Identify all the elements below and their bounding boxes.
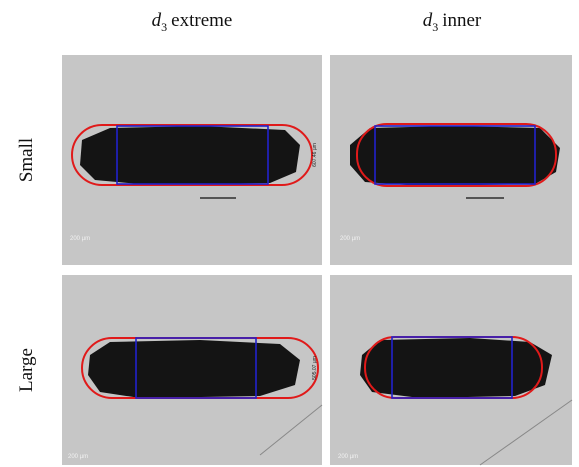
header-label: inner xyxy=(442,10,482,31)
scale-label: 200 µm xyxy=(340,236,360,242)
micrograph: 200 µm xyxy=(330,275,573,466)
row-label: Small xyxy=(16,138,37,182)
header-label: extreme xyxy=(171,10,232,31)
row-label: Large xyxy=(16,348,37,392)
scale-label: 200 µm xyxy=(338,454,358,460)
subscript: 3 xyxy=(432,20,438,34)
measure-label: 505.07 µm xyxy=(312,356,318,380)
micrograph: 505.07 µm 200 µm xyxy=(62,275,323,465)
symbol: d xyxy=(152,10,162,31)
column-header: d3 extreme xyxy=(152,10,233,34)
symbol: d xyxy=(423,10,433,31)
column-header: d3 inner xyxy=(423,10,482,34)
subscript: 3 xyxy=(161,20,167,34)
scale-label: 200 µm xyxy=(70,236,90,242)
micrograph: 200 µm xyxy=(330,55,572,265)
scale-label: 200 µm xyxy=(68,454,88,460)
measure-label: 607.46 µm xyxy=(312,143,318,167)
micrograph: 607.46 µm 200 µm xyxy=(62,55,322,265)
